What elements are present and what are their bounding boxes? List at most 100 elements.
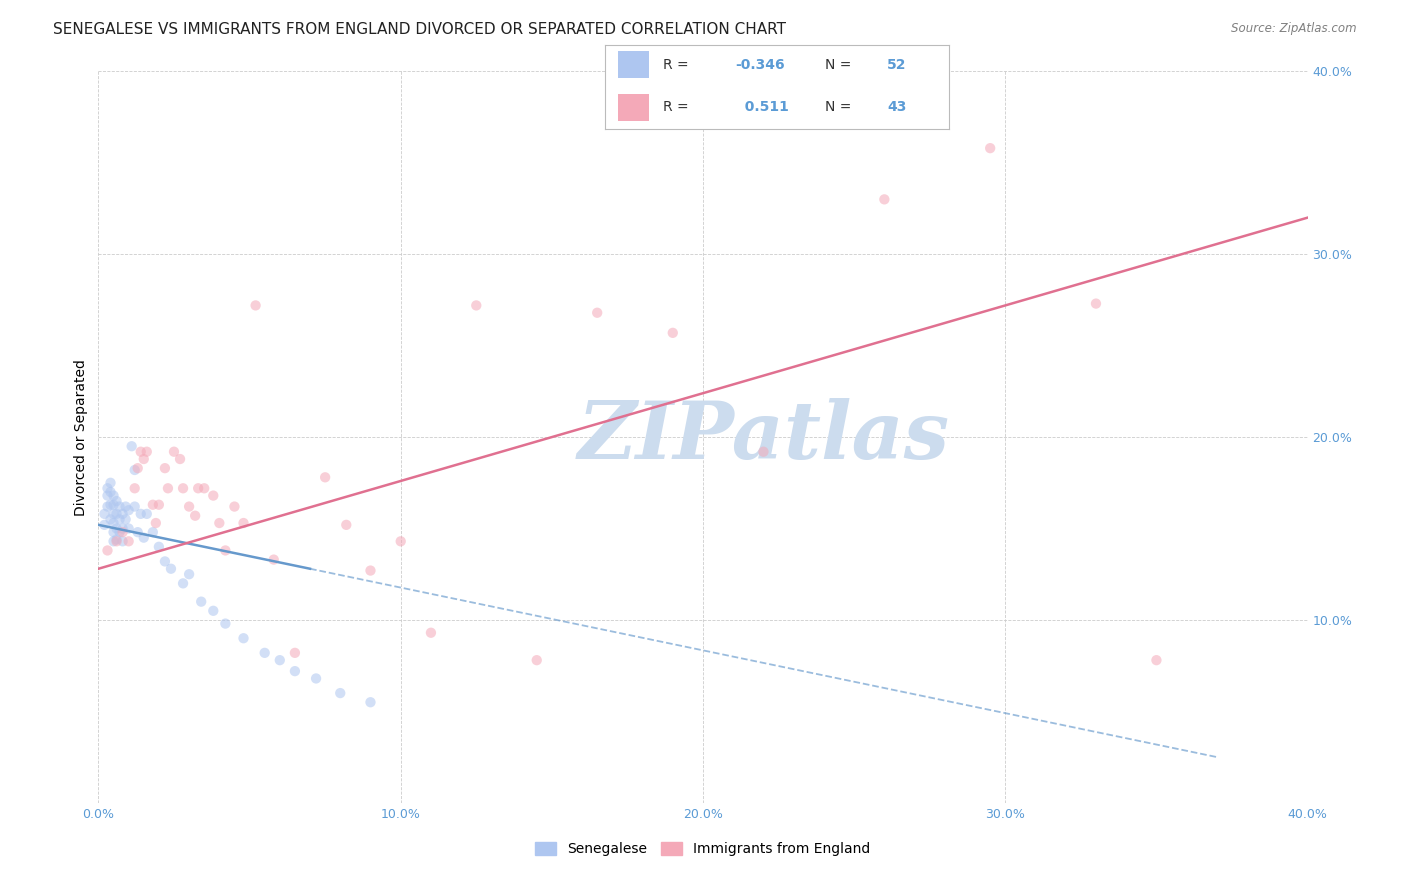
Point xyxy=(100,512,122,526)
Point xyxy=(100,498,122,512)
Point xyxy=(214,616,236,631)
Text: -0.346: -0.346 xyxy=(735,58,785,72)
Point xyxy=(108,525,131,540)
Point xyxy=(145,516,167,530)
Point xyxy=(305,672,328,686)
Bar xyxy=(619,94,650,120)
Y-axis label: Divorced or Separated: Divorced or Separated xyxy=(75,359,89,516)
Point xyxy=(111,525,134,540)
Point xyxy=(202,489,225,503)
Point xyxy=(187,481,209,495)
Point xyxy=(93,517,115,532)
Point xyxy=(335,517,357,532)
Point xyxy=(179,500,201,514)
Point xyxy=(314,470,336,484)
Point xyxy=(105,507,128,521)
Point xyxy=(103,534,125,549)
Point xyxy=(105,494,128,508)
Point xyxy=(420,625,443,640)
Text: Source: ZipAtlas.com: Source: ZipAtlas.com xyxy=(1232,22,1357,36)
Text: 43: 43 xyxy=(887,100,907,114)
Point xyxy=(253,646,276,660)
Point xyxy=(661,326,683,340)
Point xyxy=(142,525,165,540)
Point xyxy=(1085,296,1108,310)
Point xyxy=(389,534,412,549)
Point xyxy=(202,604,225,618)
Point xyxy=(103,498,125,512)
Point xyxy=(232,632,254,646)
Point xyxy=(263,552,285,566)
Point xyxy=(96,500,118,514)
Point xyxy=(172,576,194,591)
Text: N =: N = xyxy=(825,58,856,72)
Point xyxy=(108,500,131,514)
Point xyxy=(465,298,488,312)
Point xyxy=(284,664,307,678)
Point xyxy=(96,543,118,558)
Point xyxy=(127,461,149,475)
Point xyxy=(148,540,170,554)
Point xyxy=(111,507,134,521)
Point xyxy=(169,452,191,467)
Point xyxy=(96,481,118,495)
Point xyxy=(360,695,382,709)
Point xyxy=(105,534,128,549)
Point xyxy=(103,516,125,530)
Point xyxy=(142,498,165,512)
Text: 0.511: 0.511 xyxy=(735,100,789,114)
Point xyxy=(111,534,134,549)
Point xyxy=(232,516,254,530)
Point xyxy=(124,463,146,477)
Point xyxy=(153,554,176,568)
Point xyxy=(979,141,1001,155)
Point xyxy=(163,444,186,458)
Text: N =: N = xyxy=(825,100,856,114)
Point xyxy=(118,521,141,535)
Point xyxy=(111,521,134,535)
Point xyxy=(160,562,183,576)
Point xyxy=(172,481,194,495)
Point xyxy=(360,564,382,578)
Point xyxy=(329,686,352,700)
Point xyxy=(127,525,149,540)
Point xyxy=(129,444,152,458)
Point xyxy=(179,567,201,582)
Point xyxy=(269,653,291,667)
Point xyxy=(284,646,307,660)
Point xyxy=(153,461,176,475)
Point xyxy=(208,516,231,530)
Point xyxy=(114,500,136,514)
Text: R =: R = xyxy=(664,100,693,114)
Point xyxy=(100,475,122,490)
Point xyxy=(214,543,236,558)
Point xyxy=(1144,653,1167,667)
Point xyxy=(148,498,170,512)
Point xyxy=(132,452,155,467)
Point xyxy=(184,508,207,523)
Point xyxy=(108,512,131,526)
Text: 52: 52 xyxy=(887,58,907,72)
Point xyxy=(526,653,548,667)
Point xyxy=(135,507,157,521)
Legend: Senegalese, Immigrants from England: Senegalese, Immigrants from England xyxy=(530,837,876,862)
Point xyxy=(245,298,267,312)
Point xyxy=(135,444,157,458)
Text: SENEGALESE VS IMMIGRANTS FROM ENGLAND DIVORCED OR SEPARATED CORRELATION CHART: SENEGALESE VS IMMIGRANTS FROM ENGLAND DI… xyxy=(53,22,786,37)
Text: ZIPatlas: ZIPatlas xyxy=(578,399,949,475)
Point xyxy=(105,533,128,547)
Point xyxy=(93,507,115,521)
Point xyxy=(118,503,141,517)
Point xyxy=(103,489,125,503)
Point xyxy=(103,525,125,540)
Point xyxy=(193,481,215,495)
Point xyxy=(103,507,125,521)
Bar xyxy=(619,52,650,78)
Point xyxy=(132,531,155,545)
Point xyxy=(114,512,136,526)
Point xyxy=(100,485,122,500)
Point xyxy=(96,489,118,503)
Point xyxy=(224,500,246,514)
Point xyxy=(124,500,146,514)
Point xyxy=(190,594,212,608)
